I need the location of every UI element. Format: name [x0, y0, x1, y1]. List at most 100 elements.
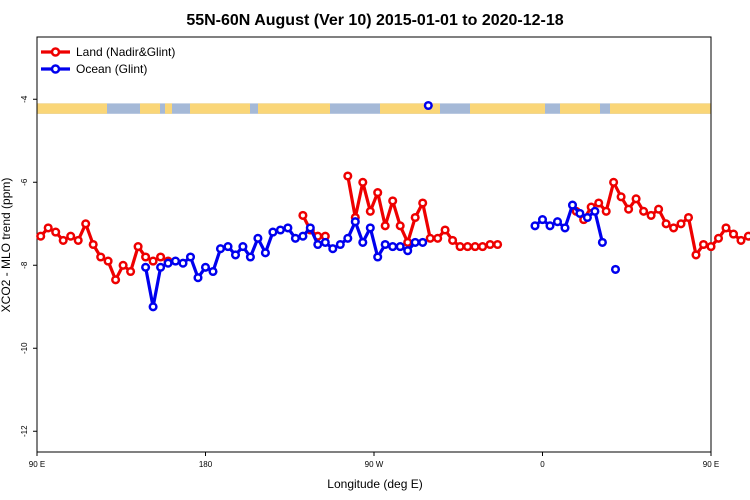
data-point — [395, 221, 405, 231]
data-point — [631, 194, 641, 204]
data-point — [654, 204, 664, 214]
y-axis-ticks: -4 -6 -8 -10 -12 — [20, 95, 37, 437]
data-point — [582, 212, 592, 223]
data-point — [410, 212, 420, 223]
data-point — [418, 198, 428, 208]
data-point — [470, 242, 480, 252]
data-point — [736, 235, 746, 245]
data-point — [683, 212, 694, 223]
data-point — [343, 233, 353, 243]
data-point — [230, 250, 241, 260]
data-point — [661, 219, 671, 229]
data-point — [388, 242, 398, 252]
data-point — [433, 233, 443, 243]
legend-marker — [50, 47, 61, 57]
data-point — [380, 221, 390, 231]
data-point — [290, 233, 300, 243]
x-tick-label: 90 W — [365, 460, 384, 469]
y-tick-label: -8 — [20, 261, 29, 269]
y-axis-label: XCO2 - MLO trend (ppm) — [0, 178, 13, 313]
data-point — [388, 196, 398, 206]
x-tick-label: 90 E — [29, 460, 45, 469]
y-tick-label: -12 — [20, 425, 29, 437]
data-point — [463, 242, 473, 252]
data-point — [478, 242, 488, 252]
data-point — [96, 252, 106, 262]
legend-label: Land (Nadir&Glint) — [76, 45, 175, 59]
data-point — [350, 217, 360, 227]
data-point — [141, 252, 151, 262]
data-point — [485, 239, 495, 250]
data-point — [646, 210, 656, 220]
data-point — [358, 177, 368, 187]
data-point — [328, 244, 338, 254]
data-point — [118, 260, 128, 270]
data-point — [601, 206, 611, 216]
data-point — [537, 215, 548, 225]
data-point — [698, 239, 709, 250]
data-point — [238, 242, 248, 252]
data-point — [283, 223, 293, 233]
data-point — [313, 239, 323, 250]
series-0 — [36, 171, 750, 285]
series-line — [533, 203, 604, 243]
data-point — [163, 258, 173, 268]
data-point — [81, 219, 91, 229]
data-point — [298, 210, 308, 220]
data-point — [320, 237, 330, 247]
x-tick-label: 0 — [540, 460, 545, 469]
data-point — [148, 302, 158, 312]
data-point — [298, 231, 308, 241]
land-block — [560, 103, 600, 114]
data-point — [448, 235, 458, 245]
x-axis-label: Longitude (deg E) — [327, 477, 422, 491]
data-point — [403, 246, 413, 256]
y-tick-label: -6 — [20, 178, 29, 186]
series-line — [575, 180, 750, 257]
data-point — [669, 223, 679, 233]
land-block — [140, 103, 160, 114]
data-point — [609, 177, 619, 187]
data-point — [335, 239, 345, 250]
data-point — [594, 198, 604, 208]
data-point — [530, 221, 540, 231]
data-point — [36, 231, 46, 241]
series-layer — [36, 100, 750, 312]
data-point — [575, 208, 585, 218]
data-point — [455, 242, 465, 252]
x-tick-label: 90 E — [703, 460, 719, 469]
land-block — [470, 103, 545, 114]
land-block — [37, 103, 107, 114]
legend-marker — [50, 64, 61, 74]
data-point — [200, 262, 211, 272]
data-point — [223, 242, 233, 252]
data-point — [111, 275, 121, 285]
ocean-band — [37, 103, 711, 114]
x-tick-label: 180 — [199, 460, 213, 469]
data-point — [170, 256, 181, 266]
data-point — [713, 233, 724, 243]
data-point — [66, 231, 76, 241]
data-point — [365, 206, 375, 216]
data-point — [133, 242, 143, 252]
data-point — [567, 200, 578, 210]
data-point — [245, 252, 255, 262]
data-point — [403, 237, 413, 247]
legend: Land (Nadir&Glint) Ocean (Glint) — [41, 45, 175, 76]
data-point — [552, 217, 563, 227]
data-point — [126, 266, 136, 277]
data-point — [560, 223, 570, 233]
data-point — [215, 244, 226, 254]
series-1 — [141, 100, 621, 312]
y-tick-label: -10 — [20, 342, 29, 354]
data-point — [268, 227, 278, 237]
land-block — [258, 103, 330, 114]
land-block — [165, 103, 172, 114]
data-point — [365, 223, 375, 233]
data-point — [73, 235, 83, 245]
data-point — [275, 225, 285, 235]
chart-title: 55N-60N August (Ver 10) 2015-01-01 to 20… — [186, 12, 563, 29]
data-point — [423, 100, 433, 111]
land-block — [380, 103, 440, 114]
